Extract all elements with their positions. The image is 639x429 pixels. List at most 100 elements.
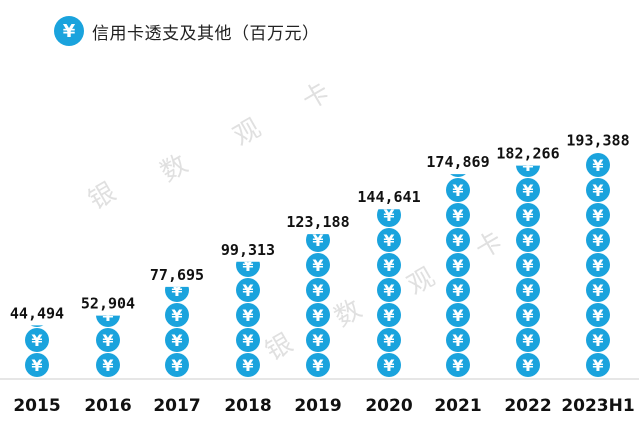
yen-coin-icon (96, 315, 120, 327)
yen-symbol: ¥ (592, 181, 603, 200)
yen-coin-icon (586, 278, 610, 302)
data-label: 123,188 (286, 213, 349, 231)
yen-symbol: ¥ (383, 356, 394, 375)
yen-symbol: ¥ (171, 281, 182, 300)
yen-coin-icon (516, 303, 540, 327)
yen-coin-icon (236, 278, 260, 302)
yen-coin-icon (516, 278, 540, 302)
yen-coin-icon (377, 253, 401, 277)
yen-symbol: ¥ (242, 256, 253, 275)
coin-stack: ¥¥¥¥¥¥¥¥¥¥ (586, 153, 610, 377)
yen-symbol: ¥ (522, 306, 533, 325)
yen-coin-icon (25, 278, 49, 302)
yen-coin-icon (165, 328, 189, 352)
yen-symbol: ¥ (592, 306, 603, 325)
yen-symbol: ¥ (102, 306, 113, 325)
yen-symbol: ¥ (242, 306, 253, 325)
yen-symbol: ¥ (171, 306, 182, 325)
coin-stack: ¥¥¥¥¥¥¥ (306, 231, 330, 377)
yen-coin-icon (516, 203, 540, 227)
yen-symbol: ¥ (452, 181, 463, 200)
yen-symbol: ¥ (592, 231, 603, 250)
yen-symbol: ¥ (312, 306, 323, 325)
x-tick-label: 2021 (434, 396, 481, 416)
coin-stack: ¥¥¥¥¥¥¥¥¥¥ (516, 156, 540, 377)
yen-symbol: ¥ (242, 331, 253, 350)
yen-coin-icon (25, 328, 49, 352)
yen-symbol: ¥ (452, 281, 463, 300)
yen-coin-icon (516, 328, 540, 352)
yen-coin-icon (377, 303, 401, 327)
yen-coin-icon (377, 228, 401, 252)
coin-stack: ¥¥¥¥¥¥¥¥¥¥ (446, 128, 470, 377)
yen-coin-icon (446, 128, 470, 152)
yen-coin-icon (165, 353, 189, 377)
x-tick-label: 2022 (504, 396, 551, 416)
data-label: 44,494 (10, 304, 64, 322)
yen-coin-icon (446, 353, 470, 377)
yen-symbol: ¥ (31, 281, 42, 300)
x-tick-label: 2015 (13, 396, 60, 416)
yen-symbol: ¥ (312, 256, 323, 275)
yen-coin-icon (586, 353, 610, 377)
yen-symbol: ¥ (312, 231, 323, 250)
yen-coin-icon (446, 328, 470, 352)
yen-symbol: ¥ (242, 356, 253, 375)
yen-coin-icon (446, 178, 470, 202)
legend-label: 信用卡透支及其他（百万元） (92, 23, 320, 44)
x-tick-label: 2016 (84, 396, 131, 416)
yen-coin-icon (306, 303, 330, 327)
yen-symbol: ¥ (312, 281, 323, 300)
yen-coin-icon (516, 353, 540, 377)
yen-symbol: ¥ (522, 256, 533, 275)
yen-symbol: ¥ (31, 356, 42, 375)
yen-symbol: ¥ (522, 156, 533, 175)
yen-coin-icon (446, 253, 470, 277)
yen-coin-icon (25, 353, 49, 377)
yen-coin-icon: ¥ (54, 16, 84, 46)
data-label: 193,388 (566, 132, 629, 150)
x-tick-label: 2017 (153, 396, 200, 416)
data-label: 77,695 (150, 266, 204, 284)
yen-coin-icon (516, 228, 540, 252)
yen-symbol: ¥ (592, 206, 603, 225)
yen-symbol: ¥ (102, 331, 113, 350)
yen-coin-icon (96, 328, 120, 352)
yen-symbol: ¥ (383, 231, 394, 250)
yen-symbol: ¥ (452, 331, 463, 350)
yen-coin-icon (450, 174, 466, 177)
yen-coin-icon (446, 203, 470, 227)
yen-symbol: ¥ (383, 331, 394, 350)
yen-symbol: ¥ (312, 331, 323, 350)
coin-stack: ¥¥¥¥ (25, 278, 49, 377)
yen-coin-icon (377, 278, 401, 302)
yen-symbol: ¥ (171, 331, 182, 350)
yen-coin-icon (306, 278, 330, 302)
yen-symbol: ¥ (452, 231, 463, 250)
yen-symbol: ¥ (522, 206, 533, 225)
yen-symbol: ¥ (592, 156, 603, 175)
yen-symbol: ¥ (522, 356, 533, 375)
x-tick-label: 2020 (365, 396, 412, 416)
yen-coin-icon (516, 165, 540, 177)
yen-coin-icon (96, 353, 120, 377)
yen-symbol: ¥ (452, 356, 463, 375)
yen-coin-icon (306, 353, 330, 377)
coin-stack: ¥¥¥¥ (96, 306, 120, 377)
yen-symbol: ¥ (383, 306, 394, 325)
yen-coin-icon (306, 253, 330, 277)
data-label: 99,313 (221, 241, 275, 259)
yen-symbol: ¥ (171, 356, 182, 375)
yen-symbol: ¥ (383, 206, 394, 225)
yen-symbol: ¥ (383, 281, 394, 300)
yen-symbol: ¥ (522, 231, 533, 250)
yen-symbol: ¥ (592, 331, 603, 350)
data-label: 174,869 (426, 153, 489, 171)
coin-stack: ¥¥¥¥¥¥ (236, 256, 260, 377)
